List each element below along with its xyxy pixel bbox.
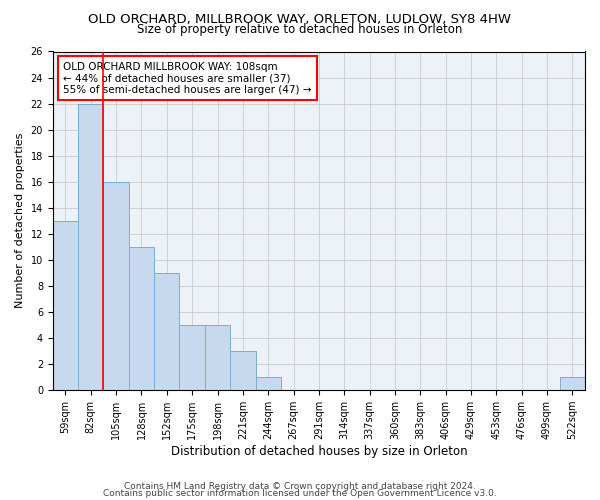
Bar xyxy=(129,246,154,390)
Text: Size of property relative to detached houses in Orleton: Size of property relative to detached ho… xyxy=(137,22,463,36)
Text: OLD ORCHARD MILLBROOK WAY: 108sqm
← 44% of detached houses are smaller (37)
55% : OLD ORCHARD MILLBROOK WAY: 108sqm ← 44% … xyxy=(64,62,312,95)
Bar xyxy=(560,376,585,390)
Bar xyxy=(230,350,256,390)
Text: OLD ORCHARD, MILLBROOK WAY, ORLETON, LUDLOW, SY8 4HW: OLD ORCHARD, MILLBROOK WAY, ORLETON, LUD… xyxy=(89,12,511,26)
Text: Contains HM Land Registry data © Crown copyright and database right 2024.: Contains HM Land Registry data © Crown c… xyxy=(124,482,476,491)
Bar xyxy=(78,104,103,390)
Bar xyxy=(103,182,129,390)
Bar xyxy=(53,220,78,390)
Bar xyxy=(256,376,281,390)
Y-axis label: Number of detached properties: Number of detached properties xyxy=(15,133,25,308)
Bar xyxy=(179,324,205,390)
Bar xyxy=(205,324,230,390)
X-axis label: Distribution of detached houses by size in Orleton: Distribution of detached houses by size … xyxy=(170,444,467,458)
Bar xyxy=(154,272,179,390)
Text: Contains public sector information licensed under the Open Government Licence v3: Contains public sector information licen… xyxy=(103,489,497,498)
